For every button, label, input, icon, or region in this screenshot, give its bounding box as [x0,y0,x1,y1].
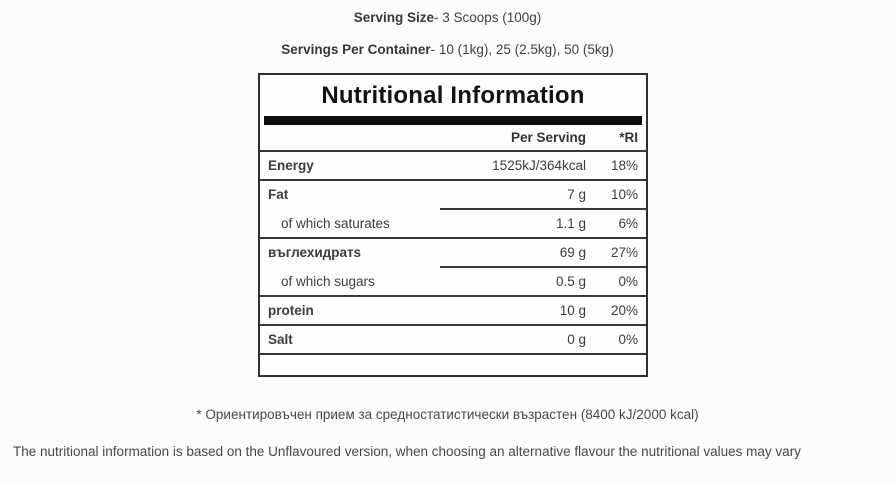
reference-intake-footnote: * Ориентировъчен прием за средностатисти… [196,407,699,422]
row-ri: 10% [610,187,638,202]
servings-per-container-value: - 10 (1kg), 25 (2.5kg), 50 (5kg) [430,42,614,57]
serving-size-label: Serving Size [353,10,434,25]
table-row-protein: protein 10 g 20% [260,297,646,326]
header-ri: *RI [619,130,638,145]
row-label: Fat [268,187,289,202]
row-ri: 18% [610,158,638,173]
serving-size-line: Serving Size- 3 Scoops (100g) [0,10,895,25]
table-header-row: Per Serving *RI [260,125,646,152]
row-value: 69 g [559,245,586,260]
row-ri: 20% [610,303,638,318]
table-row-energy: Energy 1525kJ/364kcal 18% [260,152,646,181]
row-label: въглехидратs [268,245,362,260]
row-label: Salt [268,332,293,347]
table-row-carbohydrates: въглехидратs 69 g 27% [260,239,646,268]
flavour-disclaimer: The nutritional information is based on … [13,444,801,459]
row-label: protein [268,303,314,318]
row-label: of which sugars [281,274,375,289]
servings-per-container-label: Servings Per Container [281,42,431,57]
row-value: 1.1 g [555,216,586,231]
row-label: of which saturates [281,216,390,231]
row-label: Energy [268,158,314,173]
nutrition-table-title: Nutritional Information [321,81,585,109]
serving-size-value: - 3 Scoops (100g) [433,10,542,25]
row-ri: 0% [618,332,638,347]
table-row-saturates: of which saturates 1.1 g 6% [260,210,646,239]
table-row-fat: Fat 7 g 10% [260,181,646,210]
row-value: 10 g [559,303,586,318]
row-ri: 0% [618,274,638,289]
servings-per-container-line: Servings Per Container- 10 (1kg), 25 (2.… [0,42,895,57]
row-ri: 6% [618,216,638,231]
row-value: 0.5 g [555,274,586,289]
row-value: 0 g [567,332,586,347]
table-row-sugars: of which sugars 0.5 g 0% [260,268,646,297]
table-row-salt: Salt 0 g 0% [260,326,646,355]
row-value: 1525kJ/364kcal [492,158,586,173]
divider-bar [264,116,642,125]
nutrition-table: Nutritional Information Per Serving *RI … [258,73,648,377]
header-per-serving: Per Serving [510,130,586,145]
row-value: 7 g [567,187,586,202]
row-ri: 27% [610,245,638,260]
